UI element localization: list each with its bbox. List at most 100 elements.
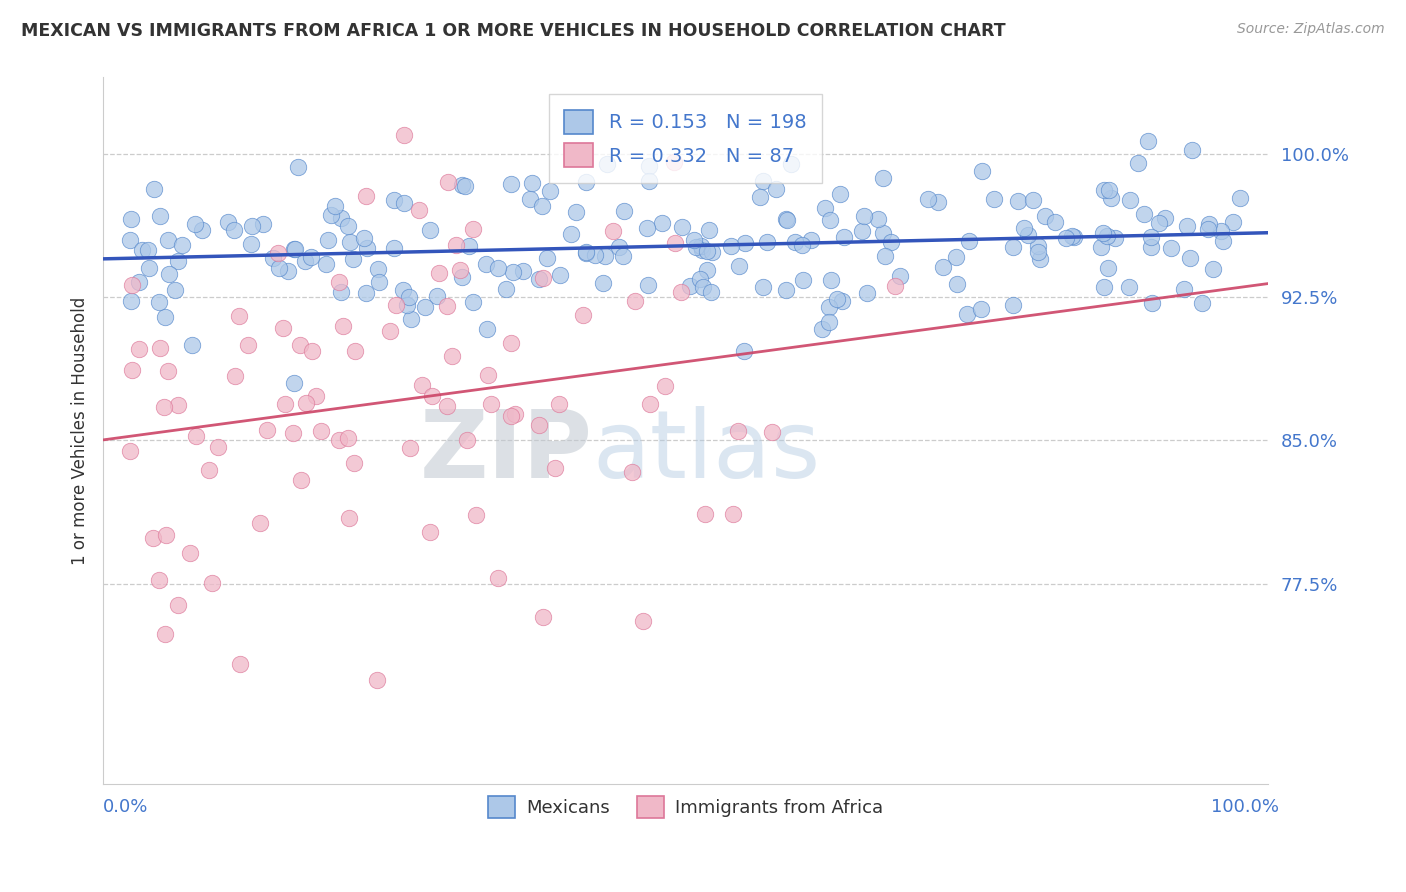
Point [501,409,523,423]
Point [337,511,360,525]
Point [1202,261,1225,276]
Point [252,217,274,231]
Point [271,321,294,335]
Point [692,279,714,293]
Point [121,363,143,377]
Point [690,239,713,253]
Point [596,157,619,171]
Point [662,155,685,169]
Point [723,508,745,522]
Point [1054,231,1077,245]
Point [301,344,323,359]
Point [186,429,208,443]
Point [669,285,692,300]
Point [548,396,571,410]
Legend: Mexicans, Immigrants from Africa: Mexicans, Immigrants from Africa [481,789,890,825]
Point [624,294,647,309]
Point [479,397,502,411]
Point [1033,209,1056,223]
Point [120,444,142,458]
Point [120,293,142,308]
Point [932,260,955,274]
Point [287,160,309,174]
Point [689,272,711,286]
Point [224,369,246,384]
Point [343,343,366,358]
Point [828,186,851,201]
Text: atlas: atlas [592,406,821,498]
Point [856,285,879,300]
Point [342,456,364,470]
Point [166,398,188,412]
Point [572,309,595,323]
Point [328,275,350,289]
Point [284,242,307,256]
Point [946,277,969,292]
Point [917,192,939,206]
Point [229,657,252,671]
Point [502,265,524,279]
Point [873,249,896,263]
Point [1063,229,1085,244]
Point [449,262,471,277]
Point [332,319,354,334]
Point [1197,221,1219,235]
Point [408,202,430,217]
Point [273,397,295,411]
Point [761,425,783,439]
Point [685,240,707,254]
Point [385,298,408,312]
Point [621,465,644,479]
Point [366,673,388,688]
Text: ZIP: ZIP [419,406,592,498]
Point [353,231,375,245]
Point [872,226,894,240]
Point [752,280,775,294]
Point [1139,229,1161,244]
Point [288,338,311,352]
Point [1211,224,1233,238]
Point [1118,279,1140,293]
Point [149,341,172,355]
Point [512,264,534,278]
Point [382,193,405,207]
Point [217,215,239,229]
Point [1119,194,1142,208]
Point [696,262,718,277]
Point [266,245,288,260]
Point [1104,230,1126,244]
Point [330,211,353,226]
Point [780,157,803,171]
Point [142,182,165,196]
Point [367,261,389,276]
Point [1126,156,1149,170]
Point [1191,296,1213,310]
Point [1092,183,1115,197]
Point [444,238,467,252]
Point [1139,240,1161,254]
Y-axis label: 1 or more Vehicles in Household: 1 or more Vehicles in Household [72,297,89,565]
Point [315,257,337,271]
Point [631,615,654,629]
Point [866,211,889,226]
Text: Source: ZipAtlas.com: Source: ZipAtlas.com [1237,22,1385,37]
Point [201,575,224,590]
Point [792,273,814,287]
Point [1229,191,1251,205]
Point [172,237,194,252]
Point [413,300,436,314]
Point [495,281,517,295]
Point [727,424,749,438]
Point [700,285,723,299]
Point [756,235,779,249]
Point [436,176,458,190]
Point [811,321,834,335]
Point [1198,217,1220,231]
Point [330,285,353,299]
Point [475,257,498,271]
Point [575,246,598,260]
Point [612,249,634,263]
Point [1097,260,1119,275]
Point [240,236,263,251]
Point [529,272,551,286]
